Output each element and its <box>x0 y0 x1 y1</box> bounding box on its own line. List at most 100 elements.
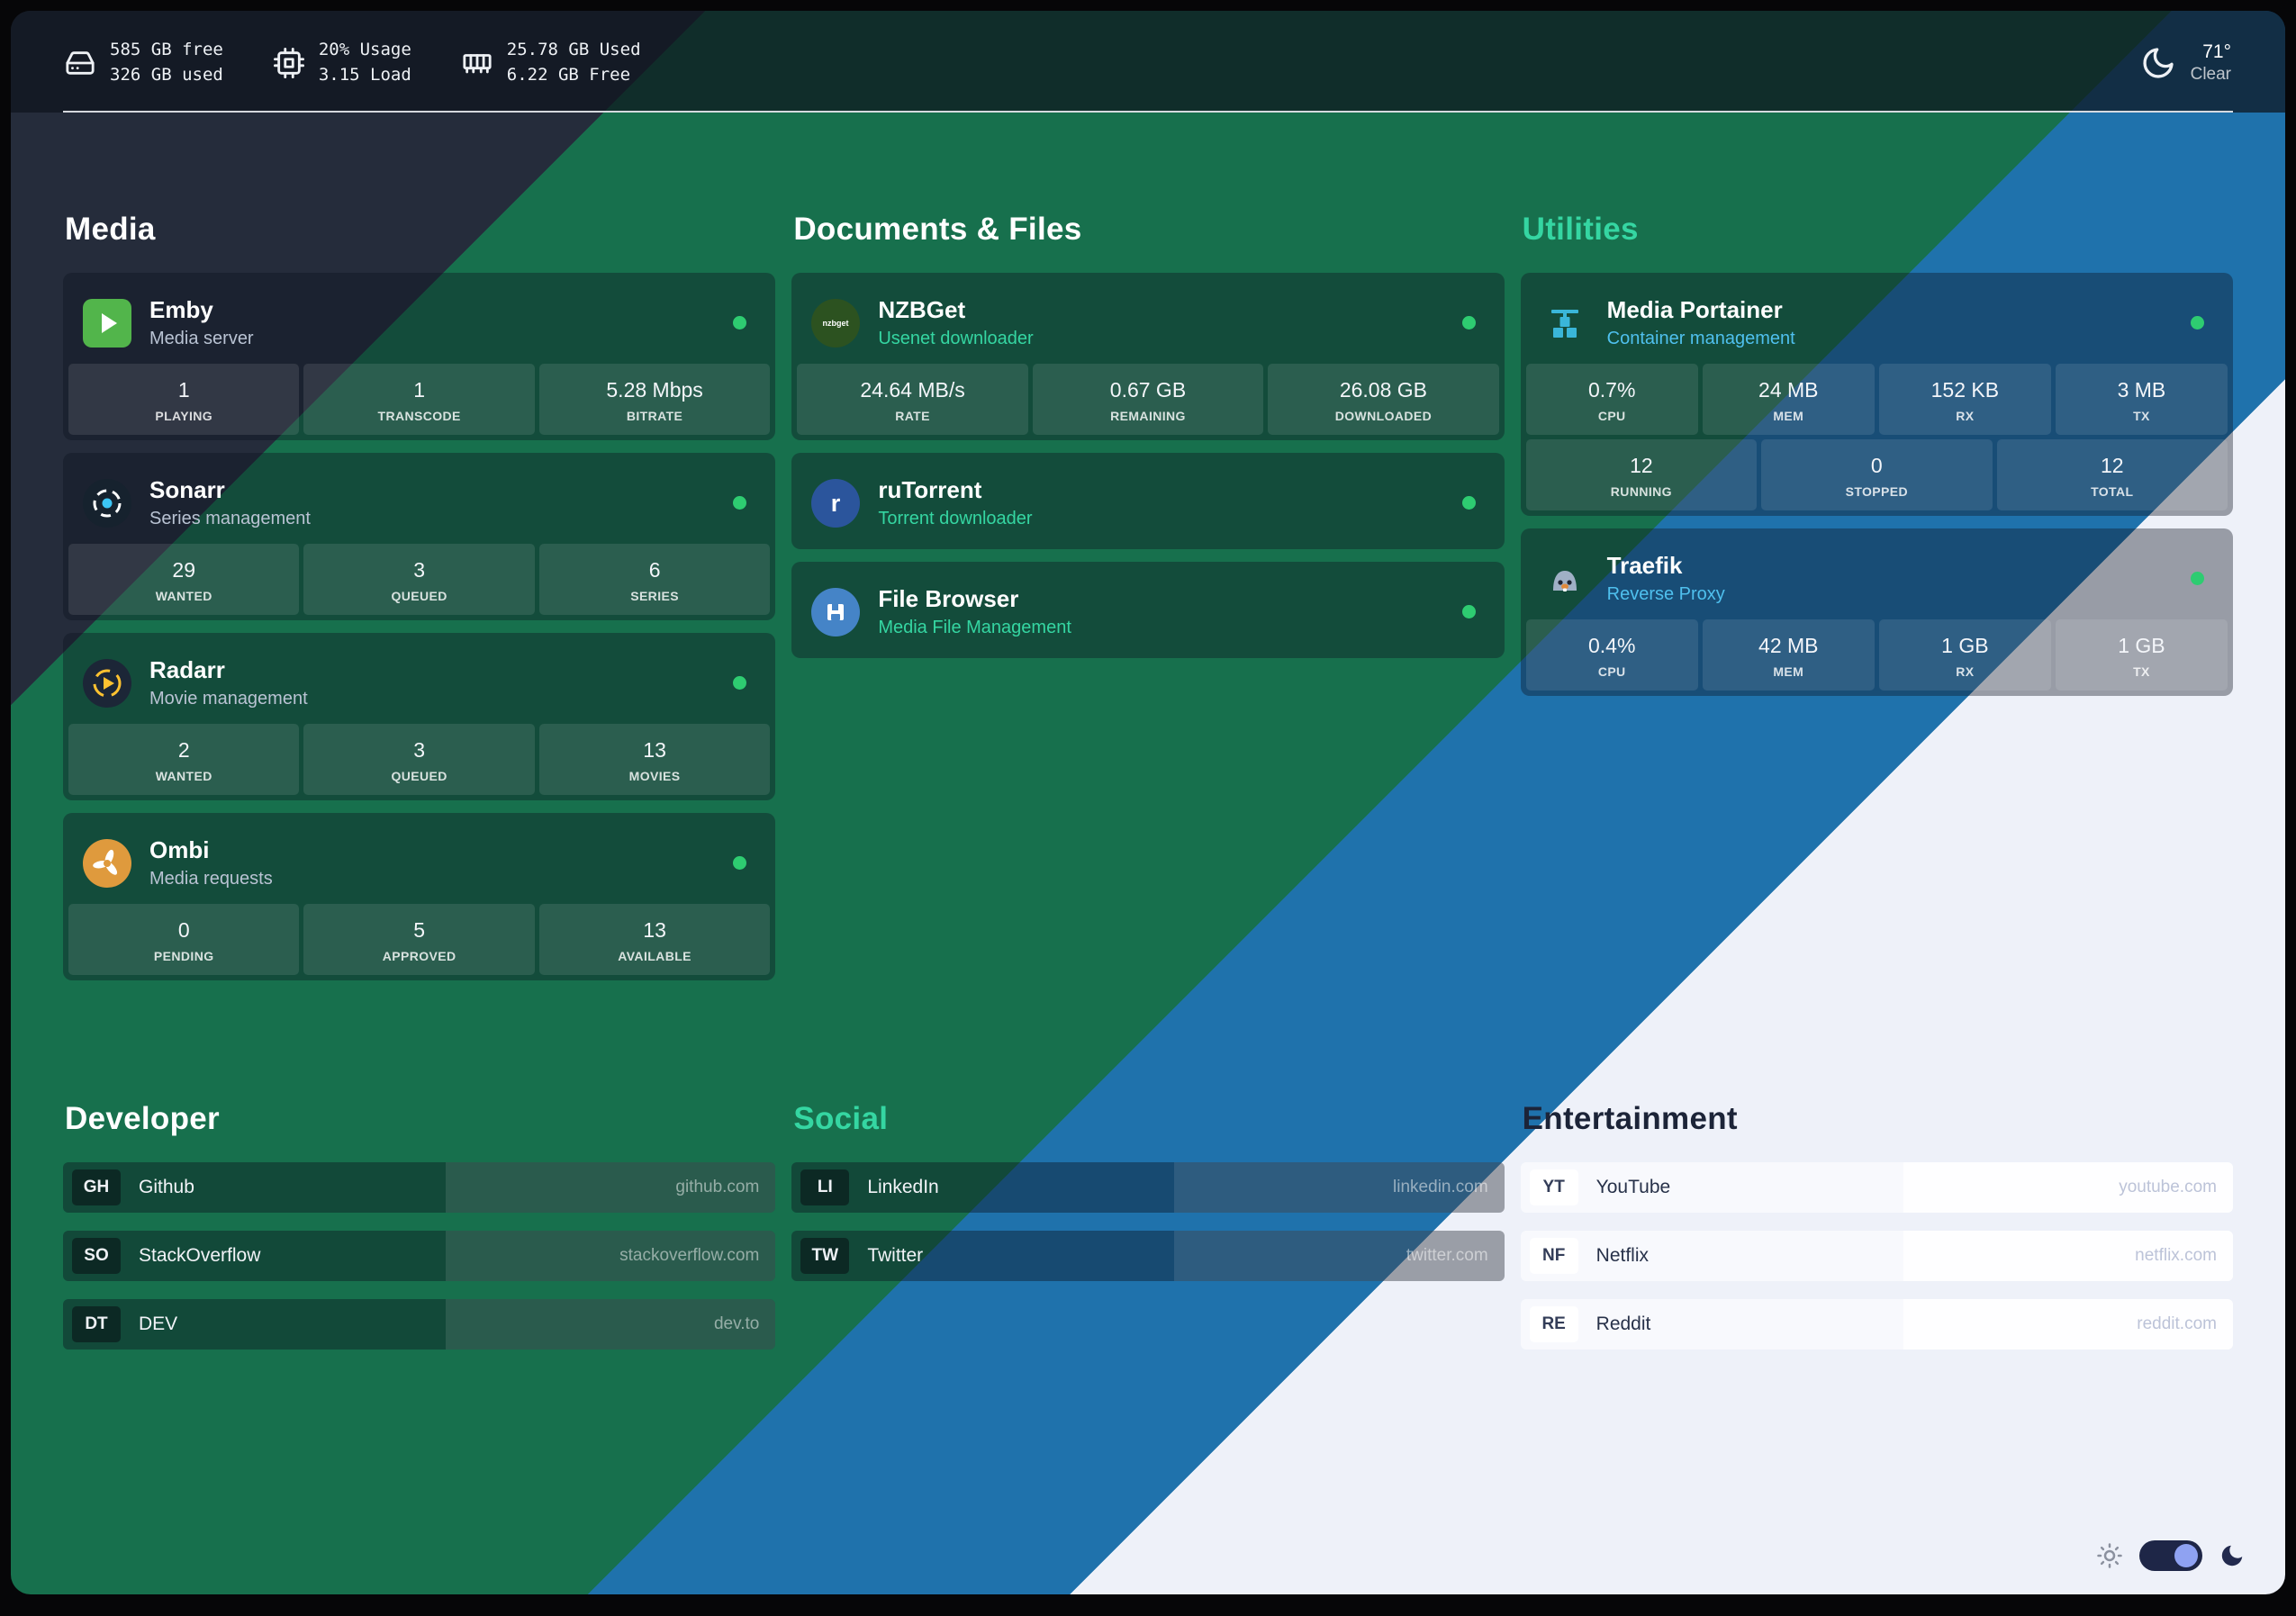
section-title: Developer <box>65 1101 220 1137</box>
stat-label: MEM <box>1773 664 1804 680</box>
status-dot <box>733 856 747 871</box>
service-card-nzbget[interactable]: nzbget NZBGet Usenet downloader 24.64 MB… <box>791 273 1505 441</box>
system-bar: 585 GB free 326 GB used 20% Usage 3.15 Loa… <box>11 11 2285 113</box>
stat-queued: 3 QUEUED <box>303 724 535 796</box>
cpu-load: 3.15 Load <box>318 64 411 85</box>
service-header: r ruTorrent Torrent downloader <box>797 458 1498 544</box>
bookmark-tag: YT <box>1529 1169 1578 1206</box>
bookmark-dev[interactable]: DT DEV dev.to <box>63 1299 776 1350</box>
stat-value: 24.64 MB/s <box>860 378 965 402</box>
service-card-radarr[interactable]: Radarr Movie management 2 WANTED 3 QUEUED … <box>63 633 776 801</box>
service-stats: 12 RUNNING 0 STOPPED 12 TOTAL <box>1525 439 2228 511</box>
stat-value: 3 MB <box>2117 378 2166 402</box>
service-subtitle: Container management <box>1606 329 1795 349</box>
service-meta: NZBGet Usenet downloader <box>878 296 1033 349</box>
bookmark-tag: GH <box>72 1169 121 1206</box>
stat-value: 0.67 GB <box>1109 378 1187 402</box>
stat-value: 29 <box>172 558 196 582</box>
stat-label: RX <box>1956 409 1975 424</box>
bookmark-name: YouTube <box>1595 1177 1671 1198</box>
stat-mem: 42 MB MEM <box>1702 619 1875 691</box>
service-card-ombi[interactable]: Ombi Media requests 0 PENDING 5 APPROVED 1… <box>63 813 776 981</box>
nzbget-icon: nzbget <box>811 298 861 348</box>
stat-cpu: 0.7% CPU <box>1525 364 1698 436</box>
stat-label: CPU <box>1597 409 1626 424</box>
theme-toggle[interactable] <box>2139 1540 2202 1571</box>
service-card-portainer[interactable]: Media Portainer Container management 0.7… <box>1520 273 2233 517</box>
hard-drive-icon <box>66 50 95 75</box>
stat-value: 26.08 GB <box>1339 378 1428 402</box>
stat-label: TRANSCODE <box>377 409 461 424</box>
stat-value: 152 KB <box>1930 378 2000 402</box>
stat-value: 1 GB <box>1941 634 1989 658</box>
stat-series: 6 SERIES <box>538 544 771 616</box>
bookmark-url: netflix.com <box>1903 1231 2233 1282</box>
bookmark-tag: RE <box>1529 1306 1578 1343</box>
section-media: Media Emby Media server 1 PLAYING 1 TRANSC… <box>63 212 776 993</box>
stat-value: 0.4% <box>1587 634 1636 658</box>
service-header: Emby Media server <box>68 278 770 364</box>
sections-grid: Media Emby Media server 1 PLAYING 1 TRANSC… <box>11 113 2285 1368</box>
bookmark-reddit[interactable]: RE Reddit reddit.com <box>1520 1299 2233 1350</box>
section-entertainment: Entertainment YT YouTube youtube.com NF … <box>1520 1101 2233 1368</box>
memory-free: 6.22 GB Free <box>506 64 631 85</box>
service-card-filebrowser[interactable]: File Browser Media File Management <box>791 562 1505 659</box>
service-header: Traefik Reverse Proxy <box>1526 534 2228 619</box>
cpu-usage: 20% Usage <box>318 40 411 59</box>
service-card-traefik[interactable]: Traefik Reverse Proxy 0.4% CPU 42 MB MEM 1… <box>1520 528 2233 697</box>
status-dot <box>733 676 747 691</box>
stat-label: WANTED <box>155 589 212 604</box>
service-stats: 0.4% CPU 42 MB MEM 1 GB RX 1 GB TX <box>1525 619 2228 691</box>
stat-value: 1 GB <box>2118 634 2165 658</box>
section-title: Entertainment <box>1522 1101 1738 1137</box>
bookmark-stackoverflow[interactable]: SO StackOverflow stackoverflow.com <box>63 1231 776 1282</box>
bookmark-url-text: reddit.com <box>2137 1314 2217 1334</box>
stat-value: 13 <box>643 918 666 943</box>
service-card-emby[interactable]: Emby Media server 1 PLAYING 1 TRANSCODE 5.… <box>63 273 776 441</box>
bookmark-netflix[interactable]: NF Netflix netflix.com <box>1520 1231 2233 1282</box>
stat-label: PENDING <box>153 949 214 964</box>
service-subtitle: Series management <box>149 509 311 529</box>
stat-value: 1 <box>413 378 426 402</box>
status-dot <box>2190 316 2204 330</box>
bookmark-name: Github <box>139 1177 194 1198</box>
service-name: Traefik <box>1606 552 1683 580</box>
cpu-stats: 20% Usage 3.15 Load <box>273 38 411 87</box>
section-title: Media <box>65 212 156 248</box>
stat-movies: 13 MOVIES <box>538 724 771 796</box>
service-meta: Radarr Movie management <box>149 656 308 709</box>
stat-tx: 3 MB TX <box>2055 364 2228 436</box>
service-header: Radarr Movie management <box>68 638 770 724</box>
stat-label: MEM <box>1773 409 1804 424</box>
stat-label: RX <box>1956 664 1975 680</box>
service-meta: Ombi Media requests <box>149 836 273 889</box>
service-meta: File Browser Media File Management <box>878 585 1071 638</box>
service-subtitle: Media File Management <box>878 618 1071 638</box>
bookmark-url-text: twitter.com <box>1406 1246 1488 1266</box>
bookmark-name: Netflix <box>1595 1245 1650 1267</box>
service-stats: 24.64 MB/s RATE 0.67 GB REMAINING 26.08 GB… <box>797 364 1499 436</box>
stat-value: 5 <box>413 918 426 943</box>
bookmark-github[interactable]: GH Github github.com <box>63 1162 776 1214</box>
stat-value: 6 <box>648 558 661 582</box>
sun-icon <box>2097 1543 2122 1568</box>
bookmark-linkedin[interactable]: LI LinkedIn linkedin.com <box>791 1162 1505 1214</box>
sonarr-icon <box>83 478 131 528</box>
stat-label: TX <box>2133 409 2150 424</box>
service-card-sonarr[interactable]: Sonarr Series management 29 WANTED 3 QUEUE… <box>63 453 776 621</box>
bookmark-url-text: github.com <box>675 1178 760 1197</box>
bookmark-url: stackoverflow.com <box>446 1231 776 1282</box>
service-header: Ombi Media requests <box>68 818 770 904</box>
stat-downloaded: 26.08 GB DOWNLOADED <box>1268 364 1499 436</box>
bookmark-tag: DT <box>72 1306 121 1343</box>
service-card-rutorrent[interactable]: r ruTorrent Torrent downloader <box>791 453 1505 550</box>
section-utilities: Utilities Media Portainer Container mana… <box>1520 212 2233 709</box>
service-subtitle: Media requests <box>149 869 273 889</box>
stat-value: 13 <box>643 738 666 763</box>
stat-label: RUNNING <box>1610 484 1672 500</box>
bookmark-youtube[interactable]: YT YouTube youtube.com <box>1520 1162 2233 1214</box>
svg-text:r: r <box>831 490 841 517</box>
status-dot <box>733 316 747 330</box>
moon-icon <box>2143 47 2174 78</box>
bookmark-twitter[interactable]: TW Twitter twitter.com <box>791 1231 1505 1282</box>
